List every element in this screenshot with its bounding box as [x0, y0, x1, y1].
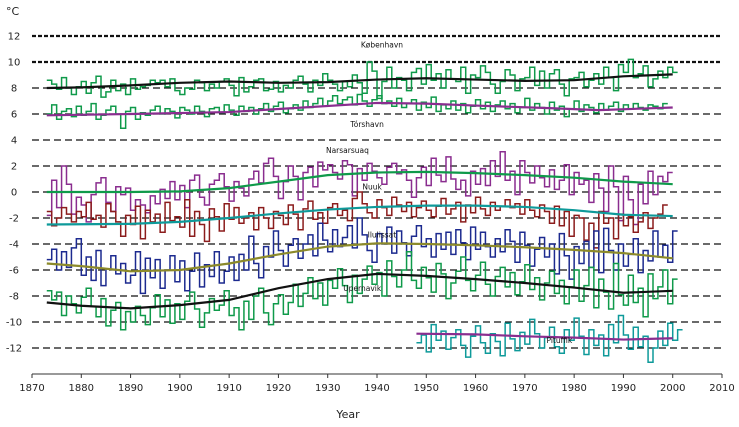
series-kobenhavn-annual [46, 58, 678, 100]
y-tick-label: -8 [9, 292, 19, 303]
x-tick-labels: 1870 1880 1890 1900 1910 1920 1930 1940 1950 1960… [19, 374, 735, 394]
series-upernavik-trend [46, 272, 673, 310]
x-tick-label: 1880 [69, 383, 94, 394]
series-pituffik-annual [416, 314, 683, 364]
series-ilulissat-trend [46, 242, 673, 273]
series-ilulissat-annual [46, 217, 678, 295]
y-axis-unit-label: °C [6, 5, 20, 18]
series-torshavn-trend [46, 101, 673, 117]
series-kobenhavn-trend [46, 73, 673, 90]
x-tick-label: 1950 [414, 383, 439, 394]
y-tick-label: -10 [6, 318, 22, 329]
y-tick-label: 6 [11, 110, 17, 121]
y-tick-label: -2 [9, 214, 19, 225]
x-axis-title: Year [335, 408, 360, 421]
x-tick-label: 1910 [216, 383, 241, 394]
x-tick-label: 1870 [19, 383, 44, 394]
x-tick-label: 1960 [463, 383, 488, 394]
y-tick-labels: 12 10 8 6 4 2 0 -2 -4 -6 -8 -10 -12 [6, 32, 22, 355]
series-narsarsuaq-annual [46, 150, 673, 226]
y-tick-label: 12 [8, 32, 21, 43]
y-tick-label: -4 [9, 240, 19, 251]
y-tick-label: -12 [6, 344, 22, 355]
y-tick-label: -6 [9, 266, 19, 277]
x-tick-label: 1930 [315, 383, 340, 394]
y-tick-label: 8 [11, 84, 17, 95]
series-nuuk-trend [46, 204, 673, 226]
x-tick-label: 2000 [660, 383, 685, 394]
label-torshavn: Tórshavn [349, 120, 384, 129]
label-nuuk: Nuuk [362, 182, 382, 191]
x-tick-label: 1980 [561, 383, 586, 394]
label-pituffik: Pituffik [546, 336, 572, 345]
y-tick-label: 4 [11, 136, 17, 147]
x-tick-label: 1940 [364, 383, 389, 394]
label-upernavik: Upernavik [343, 284, 382, 293]
label-narsarsuaq: Narsarsuaq [326, 146, 369, 155]
x-tick-label: 1920 [266, 383, 291, 394]
series-narsarsuaq-trend [46, 170, 673, 194]
label-ilulissat: Ilulissat [368, 231, 397, 240]
y-tick-label: 10 [8, 58, 21, 69]
series-nuuk-annual [46, 191, 668, 249]
x-tick-label: 1890 [118, 383, 143, 394]
x-tick-label: 1990 [611, 383, 636, 394]
x-tick-label: 2010 [709, 383, 734, 394]
y-tick-label: 0 [11, 188, 17, 199]
trend-series [46, 73, 673, 341]
label-kobenhavn: København [361, 41, 403, 50]
series-pituffik-trend [416, 332, 673, 341]
y-tick-label: 2 [11, 162, 17, 173]
station-labels: København Tórshavn Narsarsuaq Nuuk Ilulissat… [326, 41, 573, 345]
x-tick-label: 1970 [512, 383, 537, 394]
x-tick-label: 1900 [167, 383, 192, 394]
